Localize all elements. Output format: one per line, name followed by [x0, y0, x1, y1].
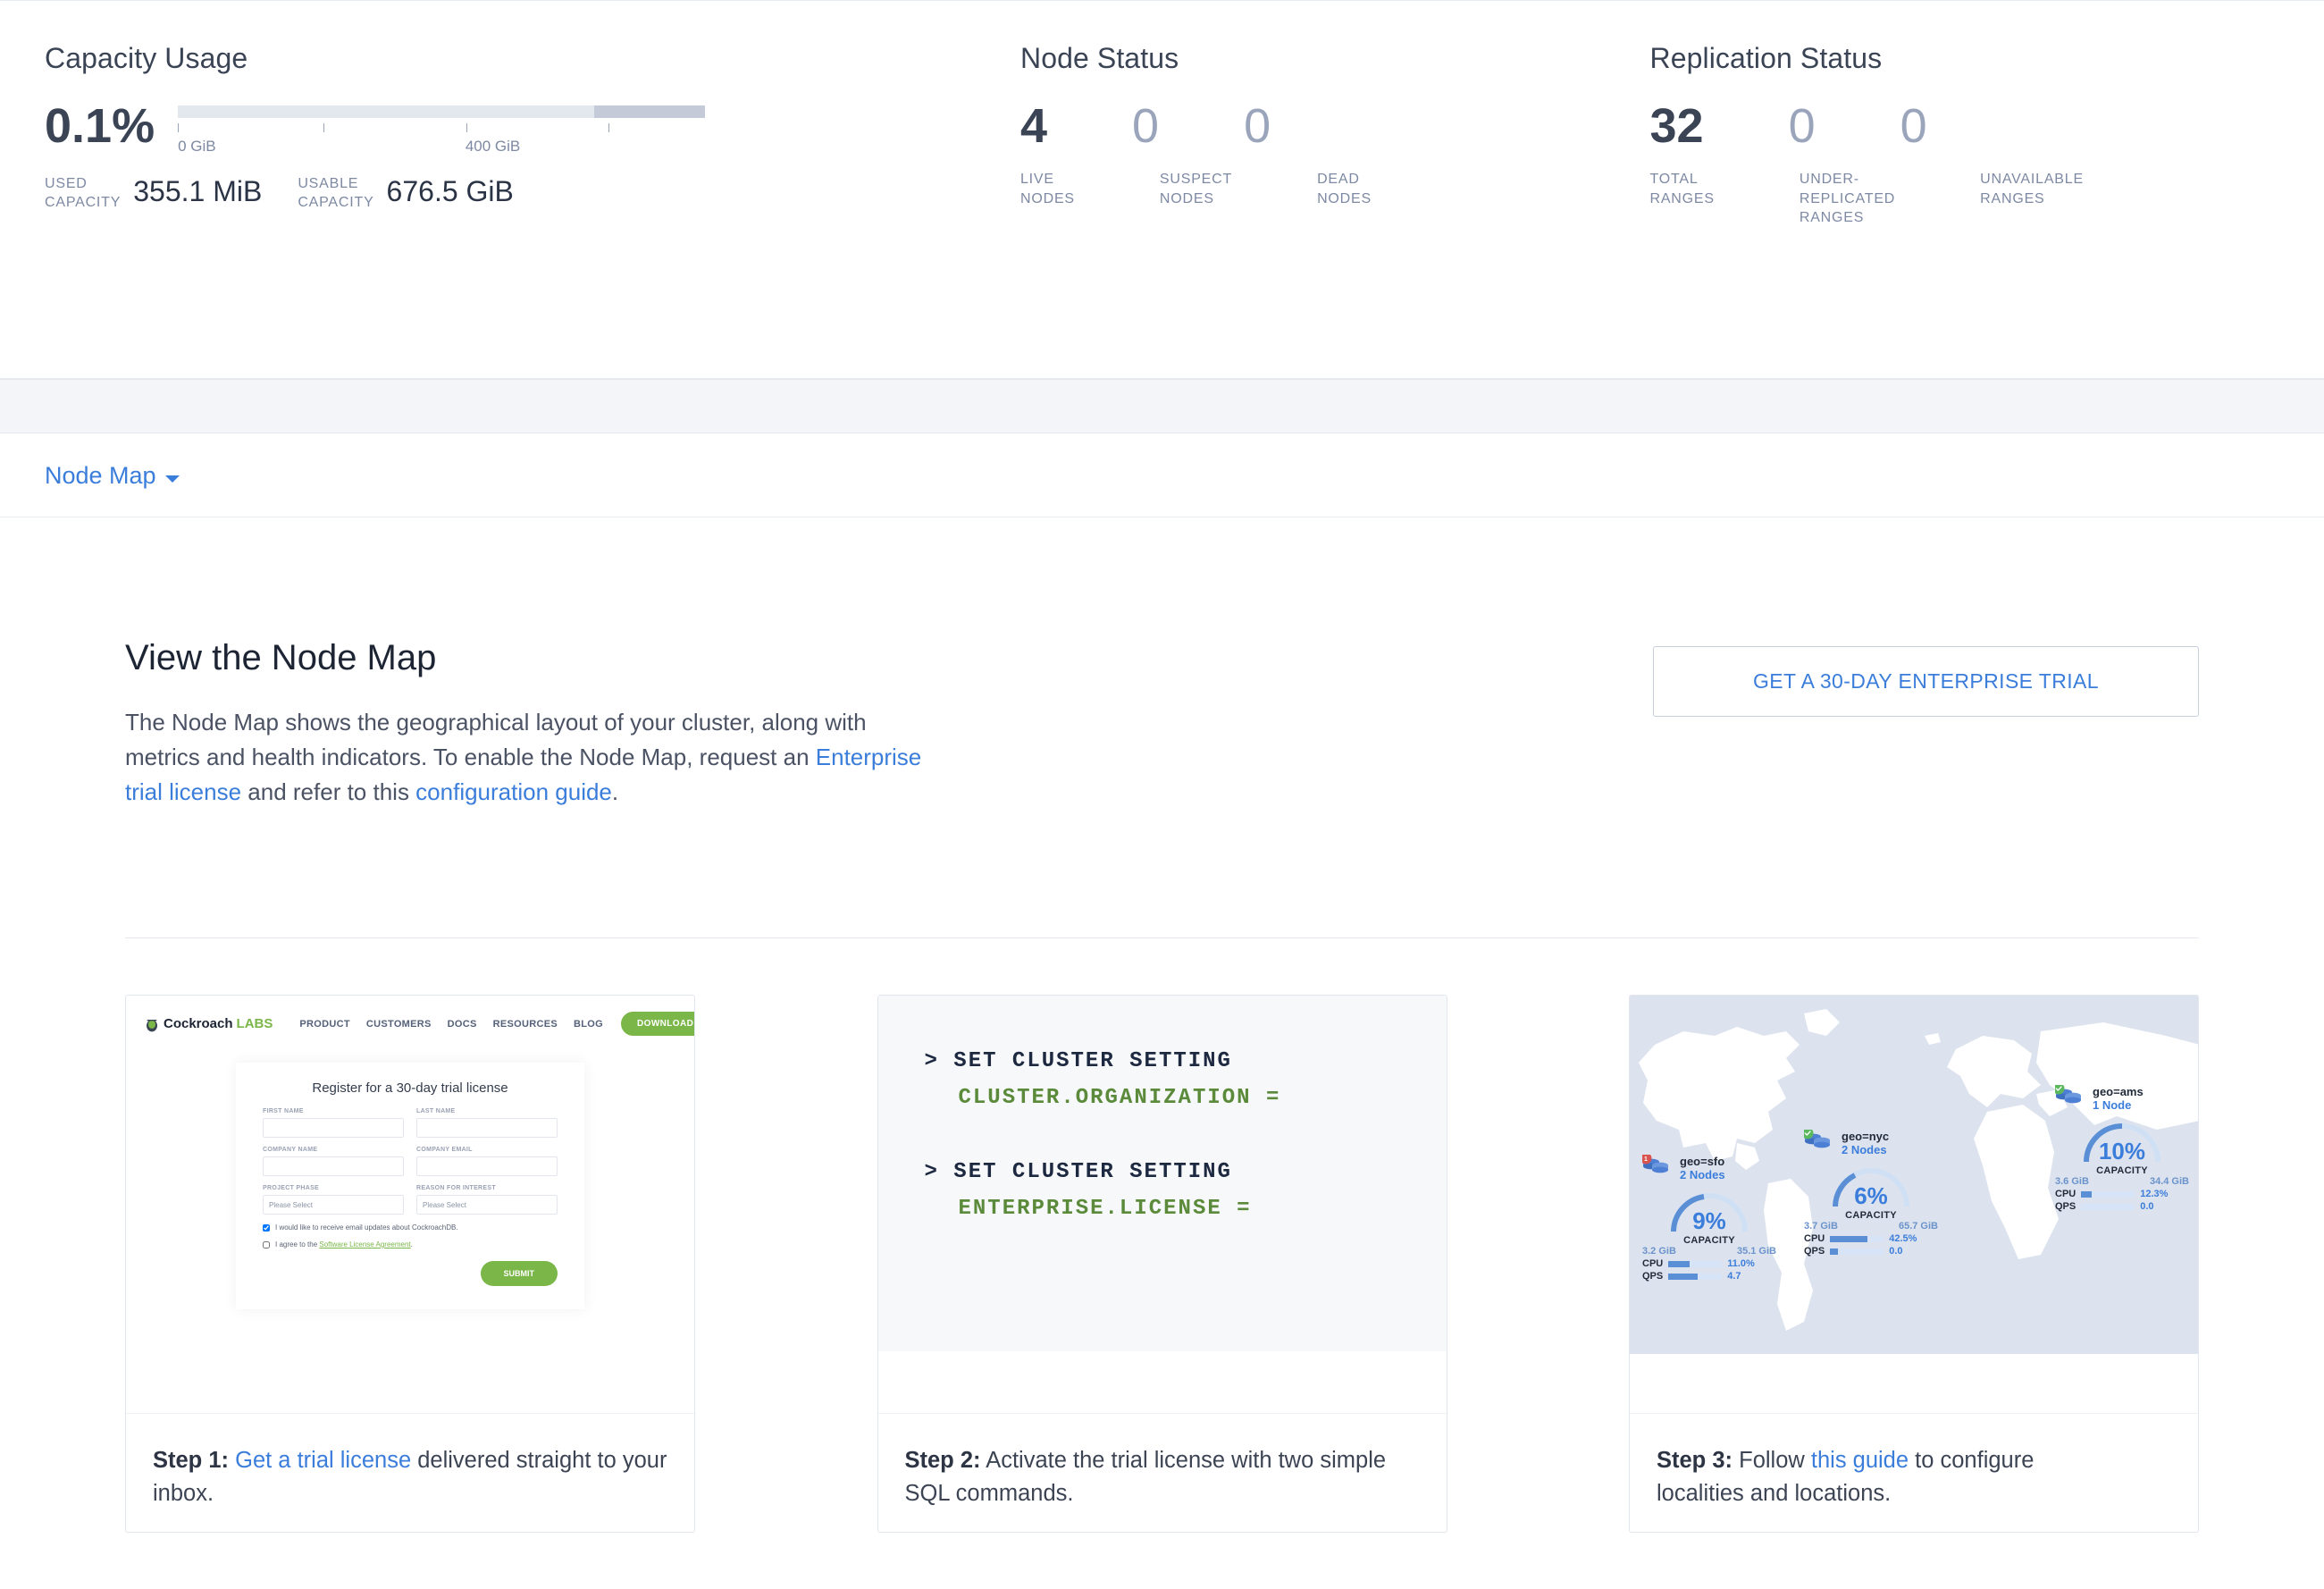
svg-text:1: 1 — [1644, 1156, 1648, 1163]
